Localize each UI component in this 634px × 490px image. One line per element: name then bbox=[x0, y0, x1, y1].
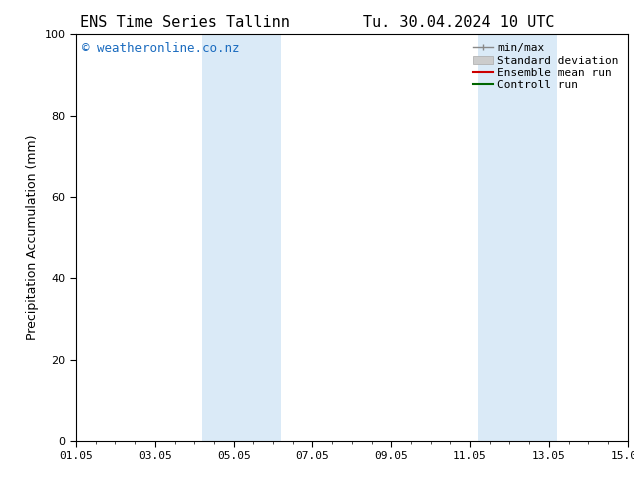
Y-axis label: Precipitation Accumulation (mm): Precipitation Accumulation (mm) bbox=[26, 135, 39, 341]
Text: © weatheronline.co.nz: © weatheronline.co.nz bbox=[82, 43, 239, 55]
Bar bbox=[478, 34, 557, 441]
Bar bbox=[202, 34, 281, 441]
Text: ENS Time Series Tallinn        Tu. 30.04.2024 10 UTC: ENS Time Series Tallinn Tu. 30.04.2024 1… bbox=[80, 15, 554, 30]
Legend: min/max, Standard deviation, Ensemble mean run, Controll run: min/max, Standard deviation, Ensemble me… bbox=[470, 40, 622, 94]
